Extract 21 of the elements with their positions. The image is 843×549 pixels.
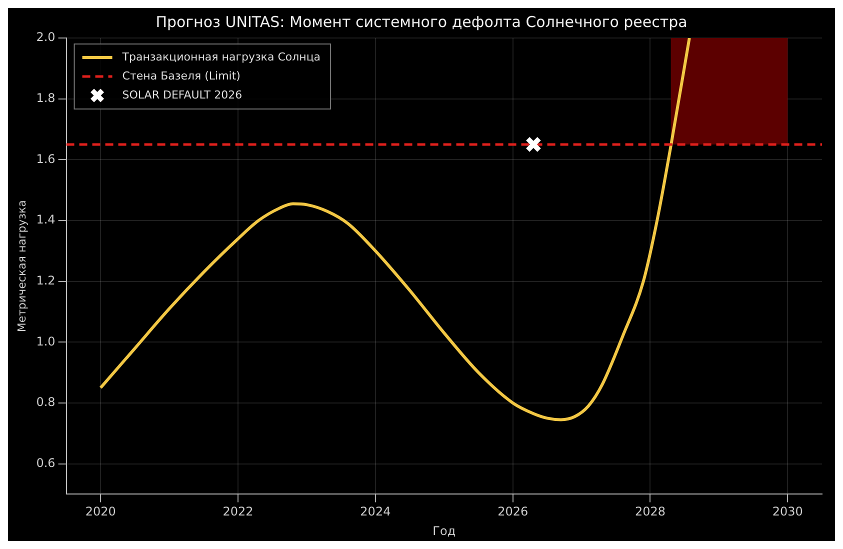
y-tick-label: 1.0 — [36, 334, 56, 348]
y-tick-label: 1.2 — [36, 273, 56, 288]
x-tick-label: 2022 — [222, 504, 254, 519]
legend-label: SOLAR DEFAULT 2026 — [122, 88, 242, 102]
y-axis-title: Метрическая нагрузка — [15, 200, 28, 332]
y-tick-label: 1.4 — [36, 212, 56, 227]
x-tick-label: 2020 — [85, 504, 116, 519]
y-tick-label: 1.6 — [36, 152, 56, 166]
y-tick-label: 2.0 — [36, 30, 56, 44]
y-tick-label: 1.8 — [36, 90, 56, 105]
line-series — [99, 38, 691, 422]
y-tick-label: 0.8 — [36, 395, 56, 410]
x-tick-label: 2026 — [498, 504, 528, 519]
x-tick-label: 2024 — [360, 504, 391, 519]
y-tick-label: 0.6 — [36, 456, 56, 470]
legend-label: Транзакционная нагрузка Солнца — [121, 50, 321, 64]
legend-label: Стена Базеля (Limit) — [122, 69, 240, 82]
chart-title: Прогноз UNITAS: Момент системного дефолта Солнечного реестра — [156, 12, 688, 31]
x-tick-label: 2028 — [634, 504, 666, 519]
x-axis-title: Год — [432, 524, 456, 538]
x-tick-label: 2030 — [772, 504, 803, 519]
